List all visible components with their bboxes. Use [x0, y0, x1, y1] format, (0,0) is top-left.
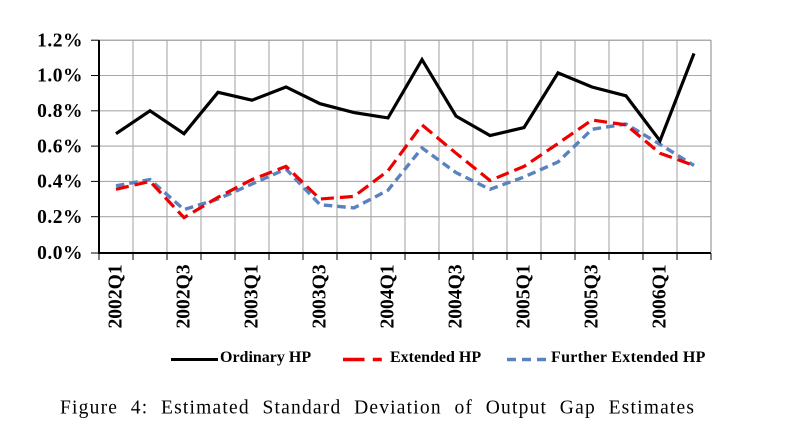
svg-text:Figure 4: Estimated Standard D: Figure 4: Estimated Standard Deviation o…: [60, 398, 695, 419]
svg-text:2003Q3: 2003Q3: [309, 264, 330, 328]
svg-text:2006Q1: 2006Q1: [649, 264, 670, 328]
svg-text:2002Q3: 2002Q3: [173, 264, 194, 328]
svg-text:2004Q3: 2004Q3: [445, 264, 466, 328]
svg-text:0.2%: 0.2%: [37, 207, 83, 228]
svg-text:0.4%: 0.4%: [37, 172, 83, 193]
svg-text:2002Q1: 2002Q1: [105, 264, 126, 328]
svg-text:Extended HP: Extended HP: [390, 349, 481, 366]
svg-text:0.0%: 0.0%: [37, 243, 83, 264]
svg-text:1.2%: 1.2%: [37, 30, 83, 51]
svg-text:2003Q1: 2003Q1: [241, 264, 262, 328]
svg-text:2004Q1: 2004Q1: [377, 264, 398, 328]
svg-text:2005Q1: 2005Q1: [513, 264, 534, 328]
svg-text:0.8%: 0.8%: [37, 101, 83, 122]
svg-text:Further Extended HP: Further Extended HP: [551, 349, 706, 366]
svg-text:Ordinary HP: Ordinary HP: [220, 349, 311, 366]
svg-text:0.6%: 0.6%: [37, 136, 83, 157]
svg-text:1.0%: 1.0%: [37, 66, 83, 87]
svg-text:2005Q3: 2005Q3: [581, 264, 602, 328]
